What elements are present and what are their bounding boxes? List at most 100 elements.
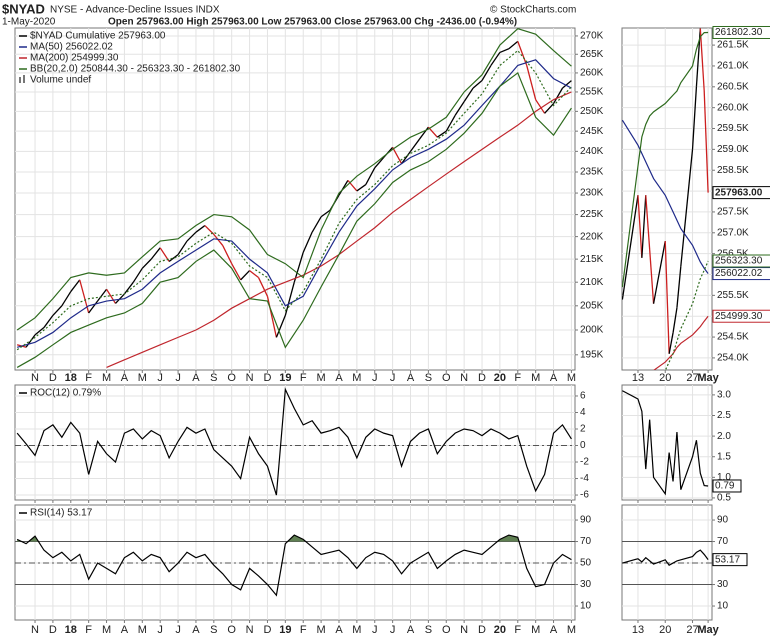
price-segment (132, 267, 143, 283)
price-segment (508, 40, 519, 50)
x-tick-label: N (246, 372, 254, 384)
x-tick-label: 13 (632, 624, 644, 636)
x-tick-label: 20 (494, 624, 506, 636)
price-segment (401, 150, 412, 165)
y-tick-label: 4 (580, 407, 586, 418)
value-tag-label: 261802.30 (715, 27, 763, 38)
x-tick-label: F (300, 372, 307, 384)
legend-label: Volume undef (30, 75, 91, 86)
x-tick-label: N (31, 624, 39, 636)
price-segment (150, 247, 161, 260)
x-tick-label: N (460, 372, 468, 384)
price-segment (293, 252, 304, 283)
price-segment (320, 209, 331, 218)
x-tick-label: A (121, 372, 129, 384)
value-tag-label: 254999.30 (715, 311, 763, 322)
price-segment (418, 126, 429, 140)
price-segment (302, 231, 313, 253)
value-tag-label: 257963.00 (715, 187, 763, 198)
x-tick-label: D (478, 372, 486, 384)
y-tick-label: 259.5K (717, 123, 749, 134)
y-tick-label: 235K (580, 167, 604, 178)
x-tick-label: M (138, 624, 147, 636)
price-segment (664, 241, 670, 354)
x-tick-label: J (390, 372, 396, 384)
y-tick-label: 260K (580, 68, 604, 79)
x-tick-label: 19 (279, 372, 291, 384)
price-segment (52, 305, 63, 316)
y-tick-label: -6 (580, 490, 589, 501)
x-tick-label: O (442, 372, 451, 384)
x-tick-label: A (192, 624, 200, 636)
x-tick-label: A (550, 372, 558, 384)
price-segment (61, 291, 72, 307)
value-tag (712, 25, 770, 39)
price-segment (266, 296, 278, 338)
price-segment (347, 179, 358, 192)
x-tick-label: M (317, 372, 326, 384)
y-tick-label: 70 (580, 536, 592, 547)
x-tick-label: 18 (65, 624, 77, 636)
x-tick-label: 27 (686, 372, 698, 384)
x-tick-label: F (514, 624, 521, 636)
y-tick-label: 260.0K (717, 102, 749, 113)
x-tick-label: O (227, 624, 236, 636)
x-tick-label: M (352, 624, 361, 636)
x-tick-label: 27 (686, 624, 698, 636)
x-tick-label: A (121, 624, 129, 636)
price-segment (409, 138, 420, 152)
price-segment (311, 216, 322, 233)
y-tick-label: 50 (580, 558, 592, 569)
x-tick-label: 20 (659, 372, 671, 384)
x-tick-label: J (157, 624, 163, 636)
price-segment (168, 254, 179, 262)
x-tick-label: M (102, 624, 111, 636)
price-segment (374, 157, 385, 169)
y-tick-label: 0 (580, 440, 586, 451)
y-tick-label: 30 (717, 579, 729, 590)
x-tick-label: 19 (279, 624, 291, 636)
x-tick-label: S (210, 624, 217, 636)
price-segment (652, 241, 666, 304)
x-tick-label: 20 (659, 624, 671, 636)
legend-swatch (23, 75, 25, 83)
panel: 132027May254.0K254.5K255.0K255.5K256.0K2… (621, 25, 770, 384)
date: 1-May-2020 (2, 17, 56, 28)
legend-label: MA(50) 256022.02 (30, 42, 113, 53)
x-tick-label: A (407, 372, 415, 384)
legend-label: MA(200) 254999.30 (30, 53, 119, 64)
value-tag (712, 309, 770, 323)
price-segment (691, 86, 698, 150)
panel-frame (14, 504, 576, 621)
y-tick-label: 257.0K (717, 227, 749, 238)
bb-lower (16, 71, 572, 368)
price-segment (535, 99, 546, 114)
series-line (622, 31, 709, 288)
price-segment (392, 146, 403, 164)
y-tick-label: 210K (580, 277, 604, 288)
price-segment (356, 184, 367, 192)
panel: 3.0 2.5 2.0 1.5 1.0 0.50.79 (621, 384, 742, 504)
price-segment (544, 103, 555, 114)
y-tick-label: 90 (580, 515, 592, 526)
price-segment (445, 114, 456, 132)
price-segment (472, 80, 483, 89)
panel: N D 18 F M A M J J A S O N D 19 F M A M J J A S O N D 20 F M A M195K20… (14, 27, 604, 384)
y-tick-label: 255K (580, 87, 604, 98)
y-tick-label: 2 (580, 424, 586, 435)
bb-middle (16, 49, 572, 351)
y-tick-label: 70 (717, 536, 729, 547)
x-tick-label: F (300, 624, 307, 636)
x-tick-label: May (697, 372, 719, 384)
x-tick-label: May (697, 624, 719, 636)
price-segment (562, 80, 572, 89)
series-line (653, 315, 709, 370)
bb-upper (16, 28, 572, 331)
x-tick-label: M (531, 372, 540, 384)
panel: N D 18 F M A M J J A S O N D 19 F M A M J J A S O N D 20 F M A M907050… (14, 504, 592, 636)
series-line (16, 534, 572, 597)
x-tick-label: D (263, 372, 271, 384)
price-segment (645, 195, 651, 250)
series-line (622, 390, 709, 496)
y-tick-label: 200K (580, 325, 604, 336)
